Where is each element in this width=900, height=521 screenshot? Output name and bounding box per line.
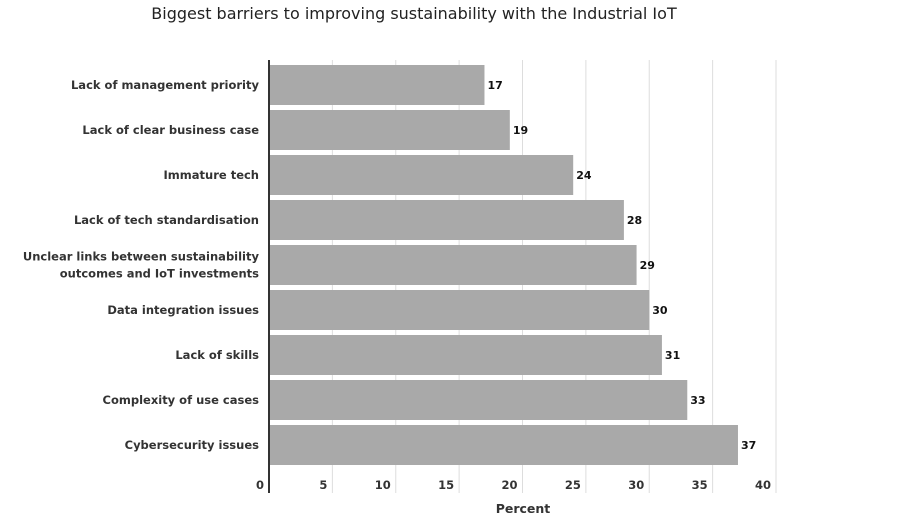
data-label: 37 (741, 439, 756, 452)
category-label: Lack of skills (175, 348, 259, 362)
x-tick-label: 30 (628, 478, 644, 492)
data-label: 28 (627, 214, 642, 227)
category-label: outcomes and IoT investments (60, 267, 259, 281)
x-tick-label: 20 (501, 478, 517, 492)
data-label: 33 (690, 394, 705, 407)
bar (269, 155, 574, 195)
category-label: Complexity of use cases (103, 393, 260, 407)
data-label: 24 (576, 169, 592, 182)
data-label: 29 (640, 259, 655, 272)
bar (269, 110, 510, 150)
category-label: Unclear links between sustainability (23, 250, 260, 264)
x-tick-label: 40 (755, 478, 771, 492)
bar (269, 425, 738, 465)
bar (269, 245, 637, 285)
x-tick-label: 35 (692, 478, 708, 492)
x-tick-label: 0 (256, 478, 264, 492)
data-label: 31 (665, 349, 680, 362)
bar (269, 200, 624, 240)
x-tick-label: 25 (565, 478, 581, 492)
category-label: Lack of clear business case (82, 123, 259, 137)
category-label: Lack of management priority (71, 78, 260, 92)
bar (269, 65, 485, 105)
data-label: 19 (513, 124, 528, 137)
x-tick-label: 5 (319, 478, 327, 492)
bar (269, 290, 650, 330)
bar (269, 380, 688, 420)
x-axis-title: Percent (496, 501, 551, 516)
bar (269, 335, 662, 375)
category-label: Cybersecurity issues (125, 438, 260, 452)
category-label: Data integration issues (107, 303, 259, 317)
x-tick-label: 15 (438, 478, 454, 492)
data-label: 30 (652, 304, 668, 317)
data-label: 17 (487, 79, 502, 92)
category-label: Immature tech (164, 168, 259, 182)
chart-title: Biggest barriers to improving sustainabi… (151, 4, 677, 23)
category-label: Lack of tech standardisation (74, 213, 259, 227)
x-tick-label: 10 (375, 478, 391, 492)
